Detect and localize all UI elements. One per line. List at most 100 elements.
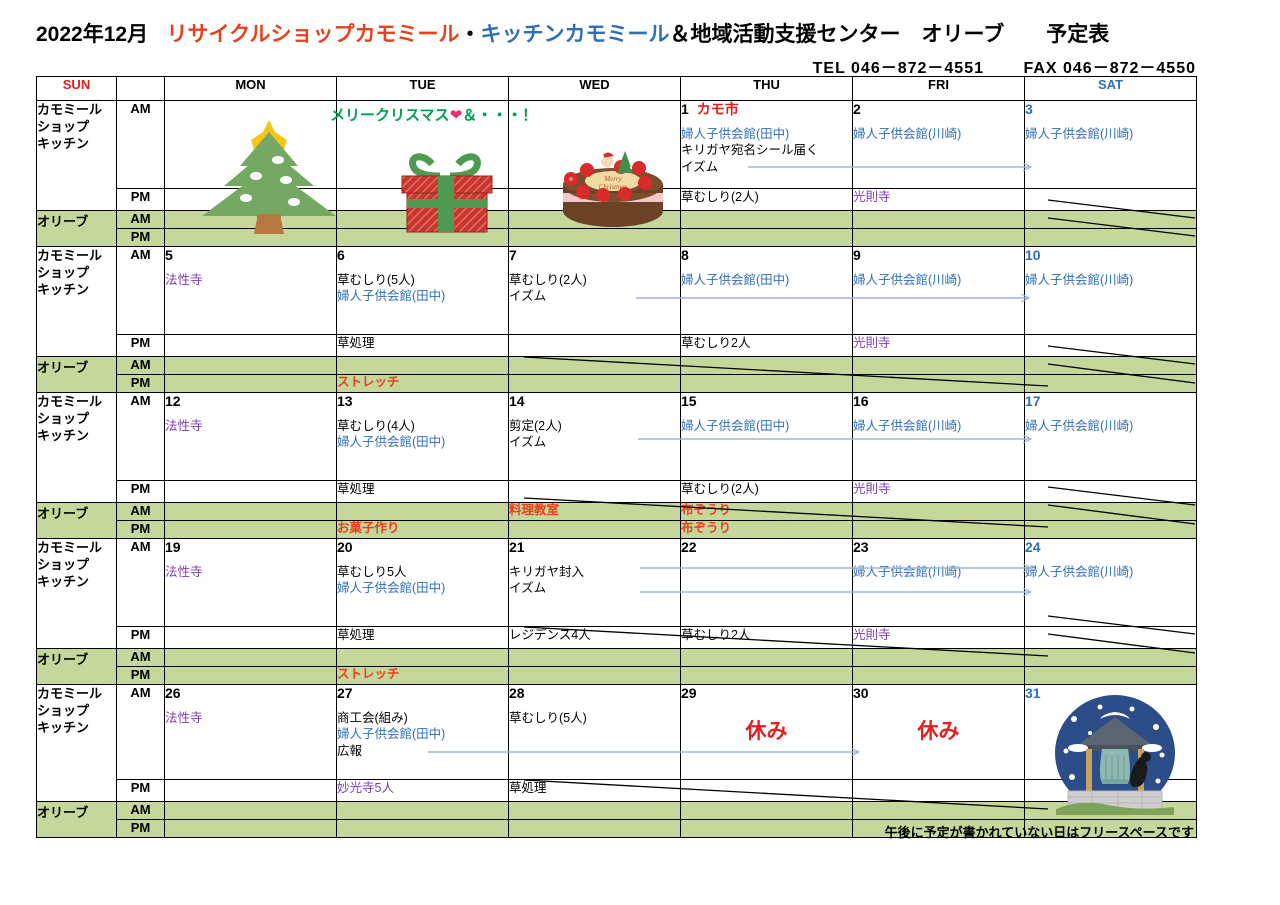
olive-cell-am-20[interactable] [336, 648, 509, 667]
day-cell-pm-9[interactable]: 光則寺 [852, 334, 1025, 357]
olive-cell-pm-6[interactable]: ストレッチ [336, 374, 509, 393]
olive-cell-am-23[interactable] [852, 648, 1025, 667]
olive-cell-pm-27[interactable] [336, 819, 509, 838]
day-cell-am-10[interactable]: 10 婦人子供会館(川崎) [1024, 246, 1197, 335]
day-cell-am-23[interactable]: 23 婦人子供会館(川崎) [852, 538, 1025, 627]
day-cell-pm-12[interactable] [164, 480, 337, 503]
olive-cell-am-1[interactable] [680, 210, 853, 229]
olive-cell-am-19[interactable] [164, 648, 337, 667]
olive-cell-pm-21[interactable] [508, 666, 681, 685]
olive-cell-am-9[interactable] [852, 356, 1025, 375]
day-cell-am-20[interactable]: 20 草むしり5人 婦人子供会館(田中) [336, 538, 509, 627]
day-cell-am-6[interactable]: 6 草むしり(5人) 婦人子供会館(田中) [336, 246, 509, 335]
olive-cell-pm-12[interactable] [164, 520, 337, 539]
olive-cell-am-29[interactable] [680, 801, 853, 820]
olive-cell-pm-30[interactable] [852, 819, 1025, 838]
day-cell-pm-24[interactable] [1024, 626, 1197, 649]
olive-cell-pm-7[interactable] [508, 374, 681, 393]
olive-cell-pm-24[interactable] [1024, 666, 1197, 685]
day-cell-pm-2[interactable]: 光則寺 [852, 188, 1025, 211]
day-cell-am-12[interactable]: 12 法性寺 [164, 392, 337, 481]
day-cell-am-16[interactable]: 16 婦人子供会館(川崎) [852, 392, 1025, 481]
olive-cell-am-2[interactable] [852, 210, 1025, 229]
olive-cell-pm-1[interactable] [680, 228, 853, 247]
olive-cell-pm-17[interactable] [1024, 520, 1197, 539]
day-cell-pm-1[interactable]: 草むしり(2人) [680, 188, 853, 211]
day-cell-pm-5[interactable] [164, 334, 337, 357]
olive-cell-am-10[interactable] [1024, 356, 1197, 375]
olive-cell-pm-13[interactable]: お菓子作り [336, 520, 509, 539]
day-cell-pm-3[interactable] [1024, 188, 1197, 211]
day-cell-am-7[interactable]: 7 草むしり(2人) イズム [508, 246, 681, 335]
day-cell-pm-21[interactable]: レジデンス4人 [508, 626, 681, 649]
olive-cell-am-22[interactable] [680, 648, 853, 667]
day-cell-pm-8[interactable]: 草むしり2人 [680, 334, 853, 357]
day-cell-am-1[interactable]: 1 カモ市 婦人子供会館(田中) キリガヤ宛名シール届く イズム [680, 100, 853, 189]
day-cell-pm-23[interactable]: 光則寺 [852, 626, 1025, 649]
olive-cell-am-28[interactable] [508, 801, 681, 820]
day-cell-pm-29[interactable] [680, 779, 853, 802]
day-cell-am-5[interactable]: 5 法性寺 [164, 246, 337, 335]
day-cell-am-28[interactable]: 28 草むしり(5人) [508, 684, 681, 780]
olive-cell-pm-10[interactable] [1024, 374, 1197, 393]
day-cell-pm-28[interactable]: 草処理 [508, 779, 681, 802]
olive-cell-am-21[interactable] [508, 648, 681, 667]
olive-cell-pm-31[interactable] [1024, 819, 1197, 838]
olive-cell-pm-9[interactable] [852, 374, 1025, 393]
day-cell-pm-27[interactable]: 妙光寺5人 [336, 779, 509, 802]
day-cell-am-mon[interactable] [164, 100, 337, 189]
olive-cell-am-6[interactable] [336, 356, 509, 375]
olive-cell-pm-3[interactable] [1024, 228, 1197, 247]
day-cell-pm-15[interactable]: 草むしり(2人) [680, 480, 853, 503]
day-cell-am-26[interactable]: 26 法性寺 [164, 684, 337, 780]
day-cell-pm-10[interactable] [1024, 334, 1197, 357]
day-cell-pm-30[interactable] [852, 779, 1025, 802]
day-cell-am-9[interactable]: 9 婦人子供会館(川崎) [852, 246, 1025, 335]
day-cell-pm-14[interactable] [508, 480, 681, 503]
day-cell-am-29[interactable]: 29 休み [680, 684, 853, 780]
olive-cell-am-26[interactable] [164, 801, 337, 820]
day-cell-pm-16[interactable]: 光則寺 [852, 480, 1025, 503]
olive-cell-am-7[interactable] [508, 356, 681, 375]
olive-cell-pm-14[interactable] [508, 520, 681, 539]
day-cell-pm-26[interactable] [164, 779, 337, 802]
olive-cell-pm-2[interactable] [852, 228, 1025, 247]
olive-cell-pm-mon[interactable] [164, 228, 337, 247]
olive-cell-am-24[interactable] [1024, 648, 1197, 667]
olive-cell-pm-20[interactable]: ストレッチ [336, 666, 509, 685]
olive-cell-am-17[interactable] [1024, 502, 1197, 521]
olive-cell-pm-19[interactable] [164, 666, 337, 685]
olive-cell-pm-15[interactable]: 布ぞうり [680, 520, 853, 539]
day-cell-am-8[interactable]: 8 婦人子供会館(田中) [680, 246, 853, 335]
olive-cell-pm-tue[interactable] [336, 228, 509, 247]
day-cell-am-19[interactable]: 19 法性寺 [164, 538, 337, 627]
olive-cell-am-15[interactable]: 布ぞうり [680, 502, 853, 521]
day-cell-am-27[interactable]: 27 商工会(組み) 婦人子供会館(田中) 広報 [336, 684, 509, 780]
day-cell-pm-6[interactable]: 草処理 [336, 334, 509, 357]
day-cell-pm-7[interactable] [508, 334, 681, 357]
olive-cell-am-30[interactable] [852, 801, 1025, 820]
day-cell-am-15[interactable]: 15 婦人子供会館(田中) [680, 392, 853, 481]
olive-cell-am-5[interactable] [164, 356, 337, 375]
olive-cell-am-27[interactable] [336, 801, 509, 820]
day-cell-am-17[interactable]: 17 婦人子供会館(川崎) [1024, 392, 1197, 481]
olive-cell-pm-29[interactable] [680, 819, 853, 838]
day-cell-am-30[interactable]: 30 休み [852, 684, 1025, 780]
day-cell-pm-19[interactable] [164, 626, 337, 649]
olive-cell-pm-8[interactable] [680, 374, 853, 393]
day-cell-pm-13[interactable]: 草処理 [336, 480, 509, 503]
olive-cell-am-3[interactable] [1024, 210, 1197, 229]
olive-cell-am-14[interactable]: 料理教室 [508, 502, 681, 521]
day-cell-pm-22[interactable]: 草むしり2人 [680, 626, 853, 649]
olive-cell-pm-28[interactable] [508, 819, 681, 838]
day-cell-am-22[interactable]: 22 [680, 538, 853, 627]
olive-cell-pm-22[interactable] [680, 666, 853, 685]
olive-cell-am-12[interactable] [164, 502, 337, 521]
olive-cell-pm-wed[interactable] [508, 228, 681, 247]
day-cell-am-14[interactable]: 14 剪定(2人) イズム [508, 392, 681, 481]
olive-cell-am-13[interactable] [336, 502, 509, 521]
olive-cell-am-8[interactable] [680, 356, 853, 375]
olive-cell-pm-5[interactable] [164, 374, 337, 393]
day-cell-am-21[interactable]: 21 キリガヤ封入 イズム [508, 538, 681, 627]
day-cell-am-3[interactable]: 3 婦人子供会館(川崎) [1024, 100, 1197, 189]
